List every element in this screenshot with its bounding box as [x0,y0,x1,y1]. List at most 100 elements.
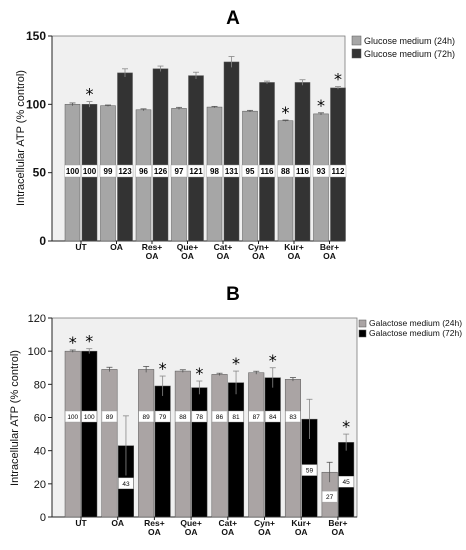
value-label-box [285,410,301,423]
bar [174,370,191,518]
value-label-box [265,410,281,423]
legend: Glucose medium (24h) Glucose medium (72h) [351,35,455,59]
significance-asterisk: * [232,354,240,373]
value-label-box [65,410,81,423]
x-tick-label: Res+ [142,242,163,252]
value-label: 88 [179,414,187,421]
x-tick-label: Cyn+ [248,242,269,252]
value-label-box [228,410,244,423]
value-label: 121 [189,167,203,176]
value-label-box [116,164,134,178]
value-label-box [99,164,117,178]
bar [101,369,118,518]
bar [313,113,329,242]
significance-asterisk: * [195,364,203,383]
chart-panel-a: A 0 50 100 150 Intracellular ATP (% control) U… [15,8,455,261]
value-label-box [170,164,188,178]
panel-label: B [226,284,240,305]
significance-asterisk: * [317,96,325,115]
x-tick-label: OA [252,251,265,261]
value-label: 89 [106,414,114,421]
y-tick-label: 120 [28,313,46,325]
value-label: 79 [159,414,167,421]
value-label-box [258,164,276,178]
legend-swatch [351,35,362,46]
x-tick-label: OA [323,251,336,261]
value-label-box [321,490,338,503]
significance-asterisk: * [334,70,342,89]
significance-asterisk: * [269,351,277,370]
y-tick-label: 100 [28,346,46,358]
bar [81,350,98,518]
x-tick-label: Kur+ [284,242,304,252]
y-tick-label: 100 [26,97,46,111]
legend-swatch [358,329,367,338]
y-tick-label: 40 [34,446,46,458]
value-label: 100 [83,167,97,176]
legend-label: Galactose medium (72h) [369,328,462,338]
y-tick-label: 50 [33,166,47,180]
x-tick-label: OA [110,242,123,252]
y-axis-label: Intracellular ATP (% control) [9,350,21,486]
bar [117,72,133,242]
bar [191,387,208,518]
y-axis-label: Intracellular ATP (% control) [15,70,27,206]
panel-label: A [226,8,240,29]
value-label-box [187,164,205,178]
x-tick-label: Que+ [177,242,199,252]
value-label: 59 [306,468,314,475]
value-label: 112 [332,167,345,176]
legend-label: Glucose medium (72h) [364,49,455,59]
x-tick-label: OA [288,251,301,261]
value-label: 100 [84,414,95,421]
legend-swatch [351,48,362,59]
value-label-box [329,164,347,178]
bar [188,75,204,242]
legend-label: Glucose medium (24h) [364,36,455,46]
value-label: 84 [269,414,277,421]
x-tick-label: Cat+ [214,242,233,252]
value-label: 98 [210,167,219,176]
value-label-box [175,410,191,423]
value-label-box [241,164,259,178]
bar [284,379,301,518]
value-label-box [312,164,330,178]
value-label: 87 [253,414,261,421]
value-label-box [206,164,223,178]
value-label-box [338,475,354,488]
value-label: 116 [296,167,309,176]
x-tick-label: OA [217,251,230,261]
value-label: 45 [343,479,351,486]
x-tick-label: Ber+ [320,242,339,252]
y-tick-label: 0 [40,512,46,524]
value-label-box [135,164,152,178]
x-tick-label: Res+ [144,518,165,528]
significance-asterisk: * [86,85,94,104]
bar [64,350,81,518]
significance-asterisk: * [342,417,350,436]
value-label-box [81,410,97,423]
value-label: 97 [175,167,184,176]
x-tick-label: Que+ [180,518,202,528]
y-tick-label: 60 [34,413,46,425]
bar [152,68,169,242]
significance-asterisk: * [69,333,77,352]
value-label-box [223,164,240,178]
value-label-box [211,410,228,423]
x-tick-label: OA [181,251,194,261]
x-tick-label: OA [146,251,159,261]
bar [294,82,311,242]
bar [264,377,281,518]
value-label: 43 [122,481,130,488]
x-tick-label: OA [258,527,271,537]
value-label-box [248,410,264,423]
significance-asterisk: * [85,332,93,351]
value-label-box [118,477,134,490]
value-label: 83 [289,414,297,421]
value-label-box [191,410,208,423]
x-tick-label: OA [332,527,345,537]
x-tick-label: Cyn+ [254,518,275,528]
x-tick-label: Cat+ [218,518,237,528]
value-label: 88 [281,167,290,176]
